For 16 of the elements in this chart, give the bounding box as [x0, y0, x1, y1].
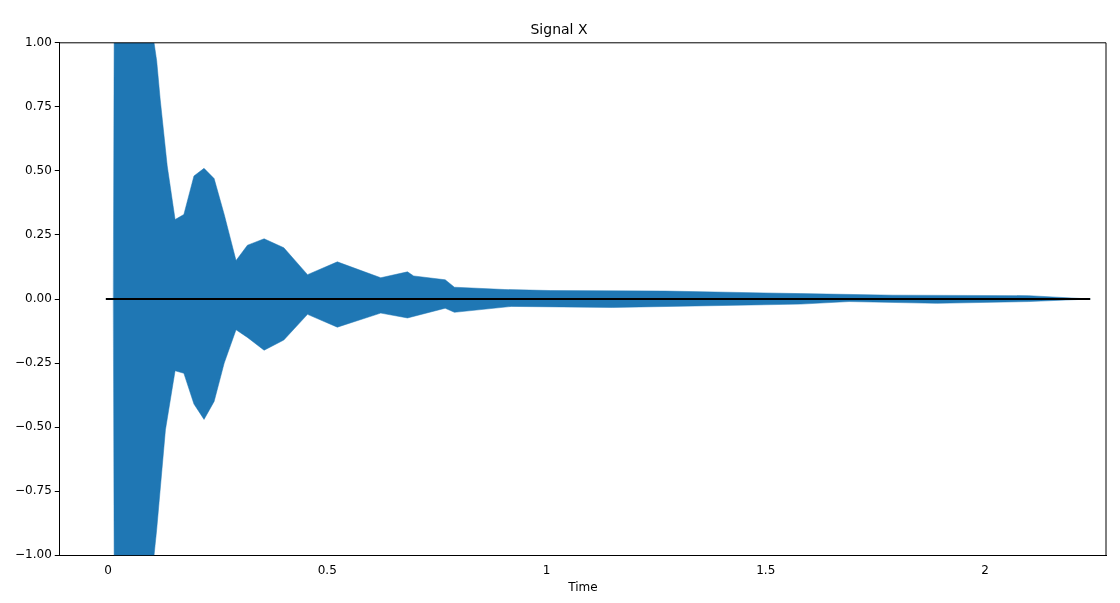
x-tick-label: 0.5 — [317, 562, 337, 577]
x-tick-label: 1.5 — [756, 562, 776, 577]
x-axis-title: Time — [567, 579, 598, 594]
y-tick-label: 0.00 — [25, 291, 52, 306]
y-tick-label: −1.00 — [14, 547, 52, 562]
y-tick-label: 0.25 — [25, 227, 52, 242]
y-tick-label: −0.50 — [14, 419, 52, 434]
x-tick-label: 0 — [104, 562, 112, 577]
y-tick-label: −0.75 — [14, 483, 52, 498]
y-tick-label: 1.00 — [25, 34, 52, 49]
x-tick-label: 2 — [981, 562, 989, 577]
x-tick-label: 1 — [542, 562, 551, 577]
y-tick-label: −0.25 — [14, 355, 52, 370]
chart-title: Signal X — [530, 21, 588, 38]
y-tick-label: 0.75 — [25, 98, 52, 113]
y-tick-label: 0.50 — [25, 163, 52, 178]
